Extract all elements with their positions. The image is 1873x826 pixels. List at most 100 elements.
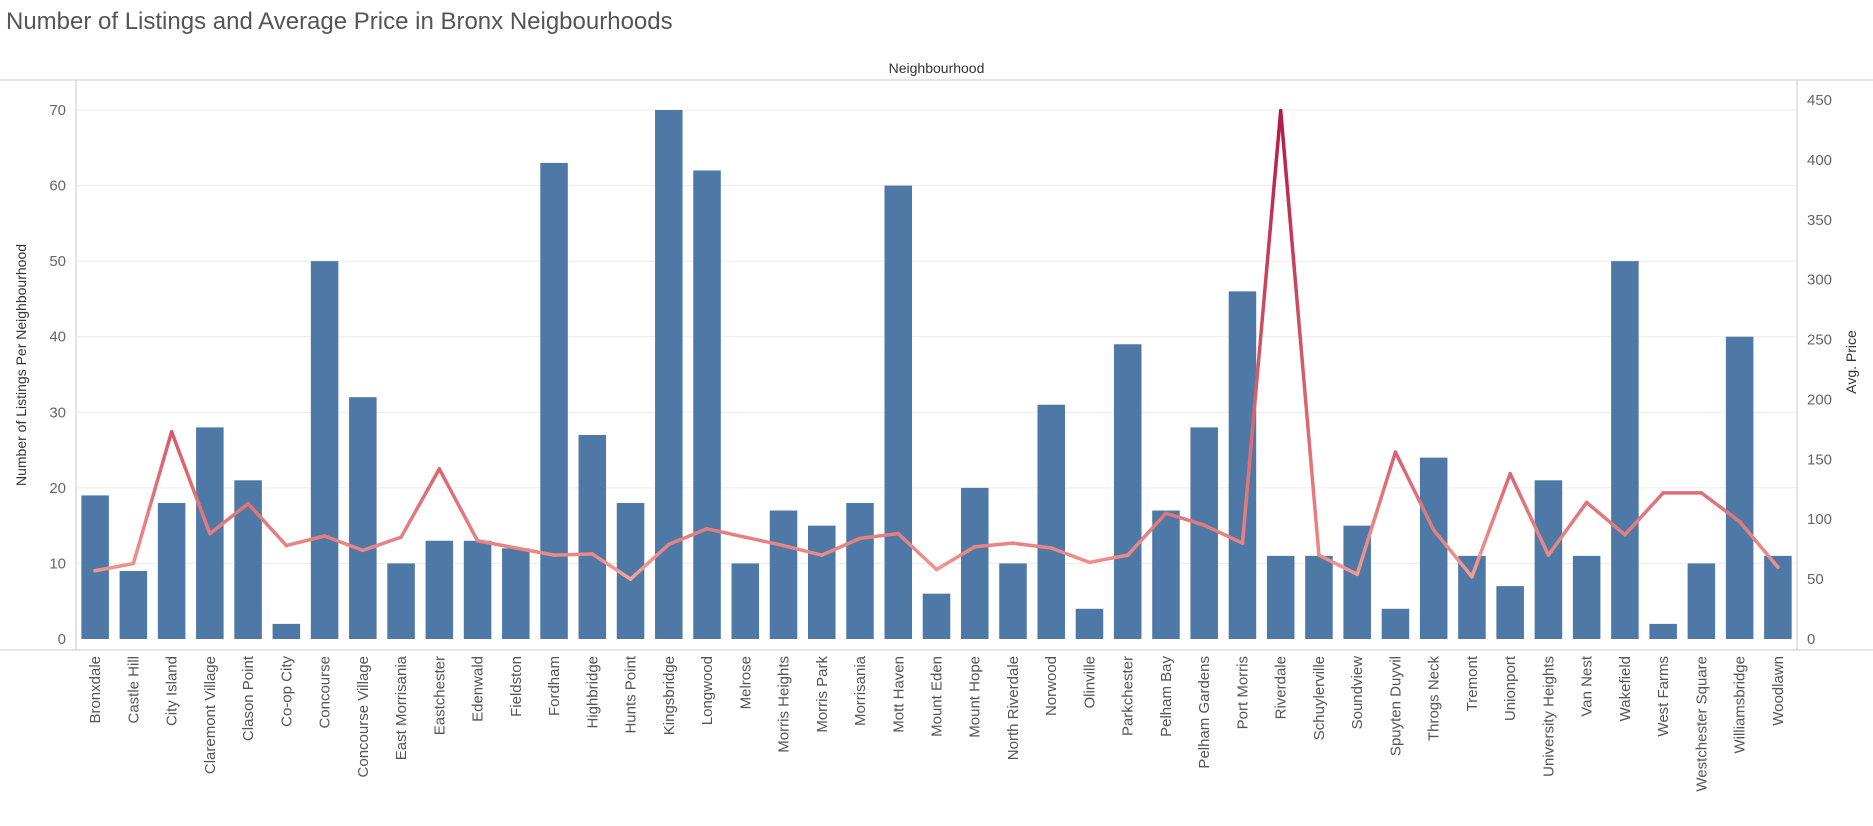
bar: [234, 480, 262, 639]
x-tick-label: Norwood: [1043, 656, 1060, 716]
price-point: [514, 546, 518, 550]
price-point: [590, 552, 595, 556]
y2-tick-label: 350: [1807, 212, 1832, 229]
price-line-segment: [1278, 109, 1321, 557]
y2-tick-label: 300: [1807, 272, 1832, 289]
bar: [1228, 291, 1257, 639]
price-point: [1202, 523, 1206, 527]
price-point: [1431, 528, 1436, 532]
price-line-segment: [246, 501, 289, 548]
bar: [1152, 510, 1180, 639]
x-tick-label: Highbridge: [584, 656, 601, 729]
x-tick-label: Van Nest: [1579, 655, 1596, 716]
price-point: [1355, 572, 1359, 577]
price-point: [552, 553, 556, 557]
y2-tick-label: 250: [1807, 332, 1832, 349]
x-tick-label: West Farms: [1655, 656, 1672, 737]
x-tick-label: Pelham Gardens: [1196, 656, 1213, 769]
bar: [1725, 336, 1754, 639]
y-tick-label: 50: [49, 253, 66, 270]
bar: [310, 261, 339, 639]
price-line-segment: [399, 467, 442, 539]
y-tick-label: 40: [49, 329, 66, 346]
price-point: [1737, 519, 1742, 524]
price-line-segment: [475, 539, 518, 550]
header-label: Neighbourhood: [889, 60, 985, 76]
price-point: [1011, 541, 1015, 545]
x-tick-label: Bronxdale: [87, 656, 104, 724]
y-tick-label: 0: [58, 631, 66, 648]
price-line-segment: [858, 531, 901, 541]
x-tick-label: Melrose: [737, 656, 754, 709]
x-tick-label: Claremont Village: [202, 656, 219, 774]
price-point: [628, 577, 633, 581]
x-tick-label: Castle Hill: [125, 656, 142, 724]
bar: [578, 434, 607, 639]
x-tick-label: Fordham: [546, 656, 563, 716]
price-point: [934, 567, 939, 572]
price-line-segment: [590, 552, 633, 581]
price-point: [208, 531, 212, 536]
price-line-segment: [1049, 546, 1092, 565]
x-tick-label: Wakefield: [1617, 656, 1634, 721]
price-point: [131, 561, 136, 566]
price-line-segment: [1125, 511, 1168, 557]
x-tick-label: Morrisania: [852, 655, 869, 726]
bar: [693, 170, 721, 639]
price-line-segment: [1470, 471, 1512, 579]
bar: [1419, 457, 1448, 639]
x-tick-label: Edenwald: [470, 656, 487, 722]
x-tick-label: Soundview: [1349, 656, 1366, 730]
price-point: [1699, 491, 1704, 495]
price-point: [1240, 541, 1245, 545]
price-line-segment: [1240, 109, 1283, 545]
bar: [1113, 344, 1142, 639]
price-point: [896, 531, 901, 536]
price-point: [361, 548, 365, 553]
price-point: [1470, 574, 1474, 579]
price-point: [1125, 553, 1130, 557]
x-tick-label: Eastchester: [431, 656, 448, 735]
x-tick-label: Westchester Square: [1693, 656, 1710, 792]
x-tick-label: Hunts Point: [623, 655, 640, 733]
price-point: [1049, 546, 1053, 550]
price-line-segment: [361, 535, 403, 553]
price-point: [1776, 565, 1780, 569]
price-point: [1546, 553, 1551, 557]
price-line-segment: [820, 536, 862, 557]
price-point: [1087, 560, 1092, 565]
bar: [1381, 608, 1410, 639]
price-line-segment: [1431, 528, 1474, 579]
y2-tick-label: 0: [1807, 631, 1815, 648]
x-tick-label: Fieldston: [508, 656, 525, 717]
price-point: [1661, 491, 1665, 495]
price-point: [284, 543, 289, 548]
price-point: [1317, 553, 1321, 557]
bar: [1496, 586, 1524, 639]
price-point: [322, 534, 327, 538]
price-point: [1278, 109, 1283, 113]
bar: [846, 502, 874, 639]
price-point: [820, 553, 824, 557]
x-tick-label: Unionport: [1502, 655, 1519, 721]
bar: [1649, 623, 1677, 639]
price-line-segment: [131, 430, 174, 566]
price-point: [705, 527, 709, 531]
bar: [463, 540, 492, 639]
x-tick-label: Morris Heights: [776, 656, 793, 753]
price-line-segment: [1317, 553, 1359, 577]
price-line-segment: [1623, 491, 1665, 537]
bar: [1190, 427, 1218, 639]
y-tick-label: 10: [49, 555, 66, 572]
y2-axis-title: Avg. Price: [1843, 330, 1859, 394]
bar: [731, 563, 760, 639]
y2-tick-label: 400: [1807, 152, 1832, 169]
price-line-segment: [934, 545, 977, 572]
x-tick-label: City Island: [164, 656, 181, 726]
price-point: [743, 535, 748, 539]
price-line-segment: [514, 546, 556, 557]
bar: [884, 185, 913, 640]
x-tick-label: Kingsbridge: [661, 656, 678, 735]
price-point: [1584, 500, 1589, 505]
price-point: [399, 535, 403, 539]
